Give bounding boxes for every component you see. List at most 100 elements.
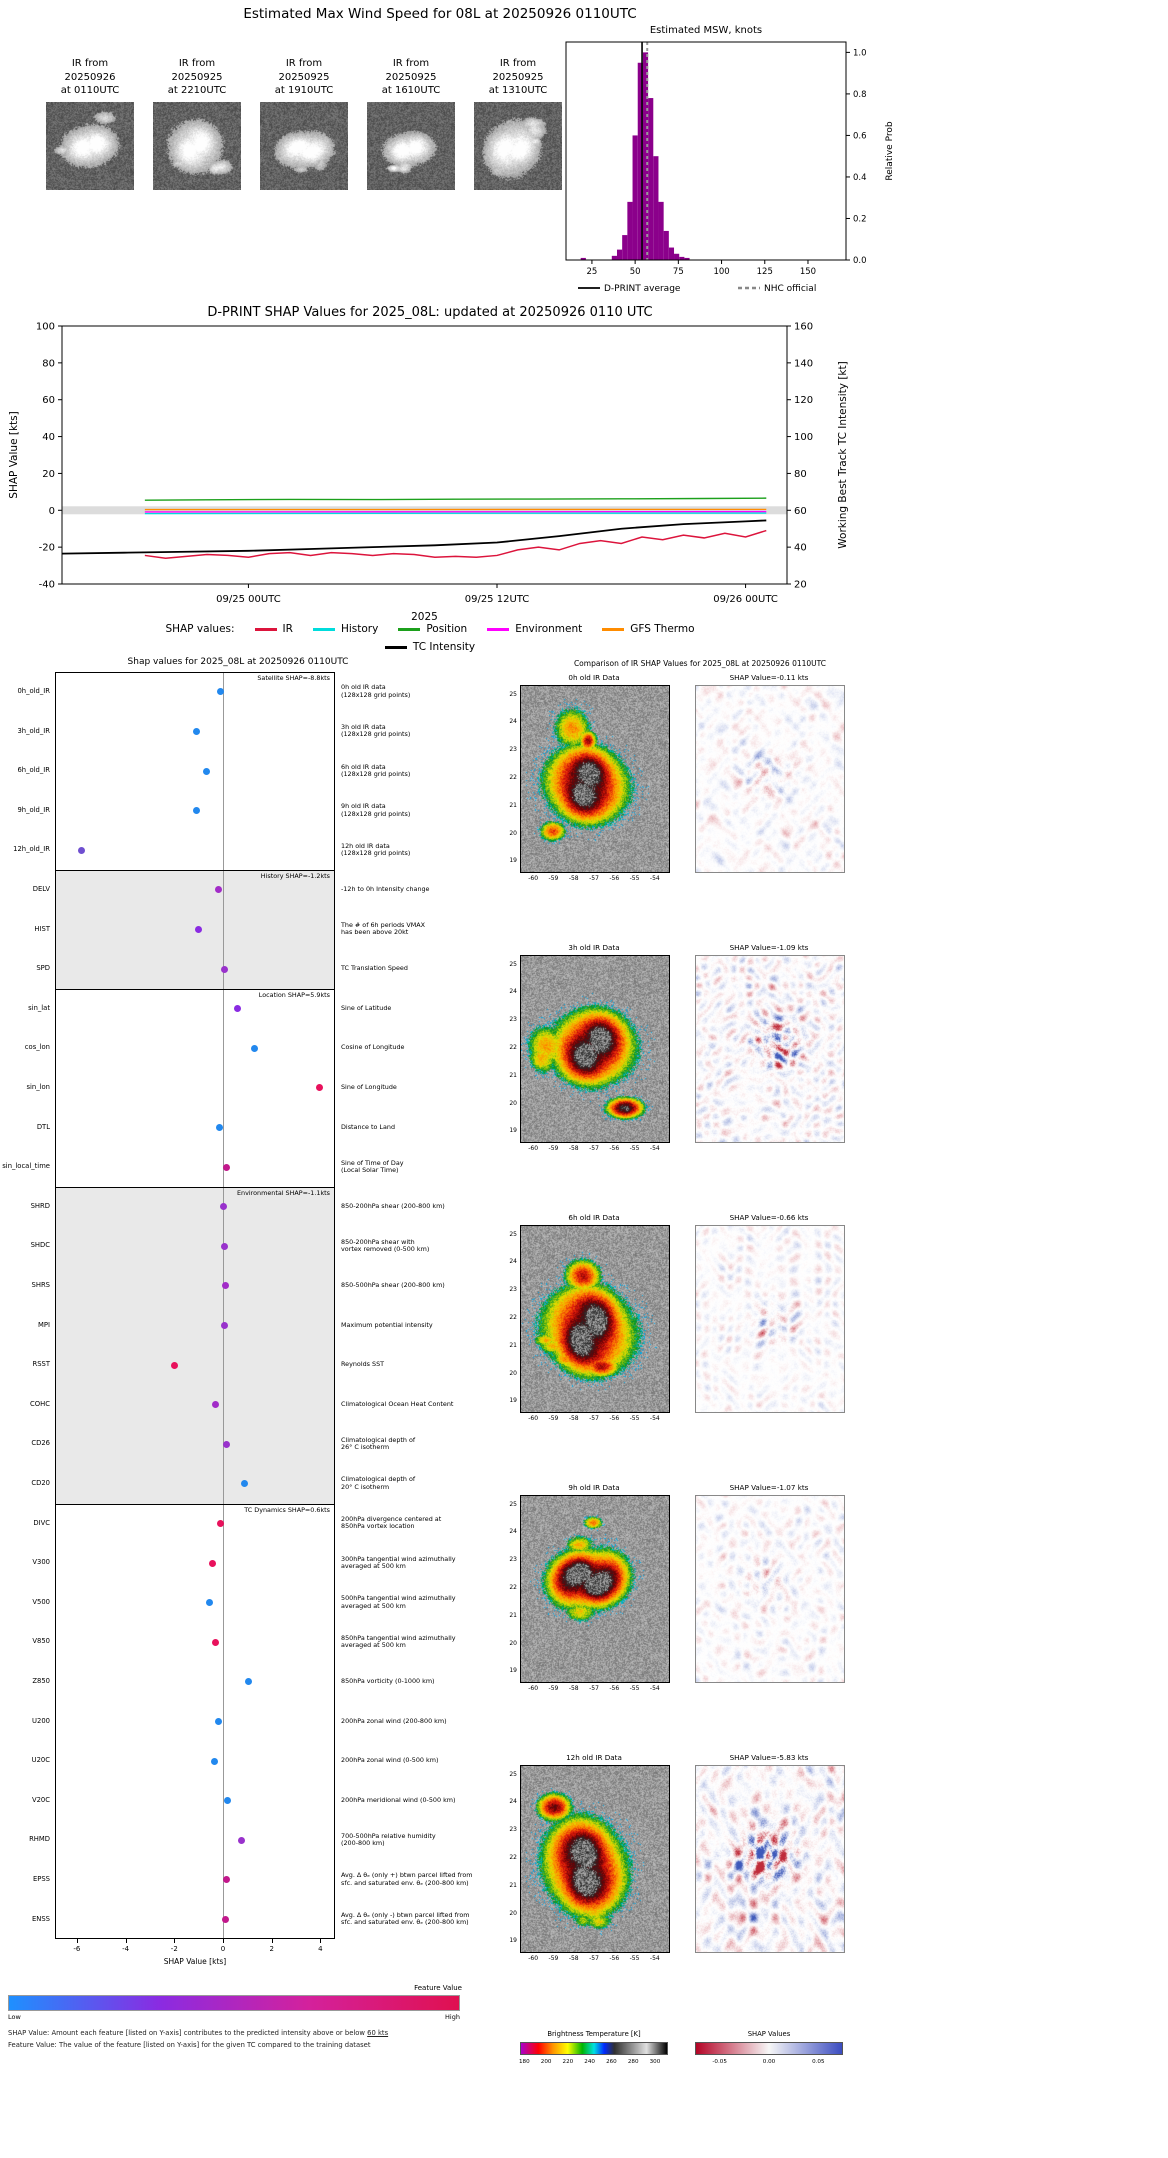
map-x-tick-label: -55 bbox=[629, 875, 640, 882]
shap-dot-Z850 bbox=[245, 1678, 253, 1686]
ir-map-image-1 bbox=[520, 955, 670, 1143]
map-y-tick-label: 22 bbox=[509, 1584, 517, 1591]
shap-dot-V500 bbox=[206, 1599, 214, 1607]
map-x-tick-label: -54 bbox=[649, 1955, 660, 1962]
histogram-bar bbox=[616, 249, 623, 260]
legend-intro: SHAP values: bbox=[165, 623, 235, 635]
map-y-tick-label: 20 bbox=[509, 1099, 517, 1107]
group-separator bbox=[55, 870, 335, 871]
x-tick-label: 150 bbox=[800, 267, 816, 277]
feature-name-V850: V850 bbox=[32, 1637, 50, 1646]
x-tick-label: 09/25 12UTC bbox=[465, 594, 530, 605]
map-x-tick-label: -60 bbox=[528, 1415, 539, 1422]
bt-colorbar-tick: 260 bbox=[606, 2059, 617, 2065]
timeseries-legend: SHAP values: IR History Position Environment… bbox=[0, 620, 860, 656]
legend-label: IR bbox=[282, 623, 293, 635]
x-tick-label: 100 bbox=[713, 267, 729, 277]
shap-dot-sin_lat bbox=[234, 1005, 242, 1013]
feature-description: Reynolds SST bbox=[341, 1360, 385, 1369]
shap-dot-CD26 bbox=[223, 1440, 231, 1448]
legend-label: GFS Thermo bbox=[630, 623, 695, 635]
footnote-shap-value: SHAP Value: Amount each feature [listed … bbox=[8, 2029, 388, 2037]
dotplot-frame bbox=[55, 672, 335, 1940]
map-y-tick-label: 22 bbox=[509, 1314, 517, 1321]
map-y-tick-label: 22 bbox=[509, 774, 517, 781]
left-y-tick-label: -40 bbox=[39, 580, 55, 591]
timeseries-left-ylabel: SHAP Value [kts] bbox=[8, 411, 20, 498]
shap-dot-SHRS bbox=[221, 1282, 229, 1290]
map-x-tick-label: -54 bbox=[649, 1415, 660, 1422]
ir-thumbnail-label-0: IR from 20250926 at 0110UTC bbox=[37, 57, 143, 98]
histogram-bar bbox=[658, 201, 664, 260]
histogram-bar bbox=[580, 257, 586, 260]
histogram-bar bbox=[684, 257, 690, 260]
x-tick-label: 25 bbox=[587, 267, 598, 277]
legend-swatch bbox=[312, 627, 335, 631]
map-y-tick-label: 19 bbox=[509, 857, 517, 865]
feature-name-sin_lat: sin_lat bbox=[28, 1003, 50, 1012]
ir-thumbnail-label-line: at 0110UTC bbox=[60, 85, 120, 96]
shap-dot-COHC bbox=[212, 1401, 220, 1409]
x-tick bbox=[174, 1939, 176, 1944]
left-y-tick-label: 80 bbox=[42, 358, 55, 369]
map-y-tick-label: 24 bbox=[509, 1528, 517, 1536]
x-tick-label: -4 bbox=[122, 1945, 130, 1954]
map-y-tick-label: 23 bbox=[509, 1826, 517, 1834]
ir-thumbnail-label-line: 20250926 bbox=[64, 71, 116, 83]
feature-name-EPSS: EPSS bbox=[32, 1875, 50, 1883]
map-x-tick-label: -58 bbox=[568, 1145, 579, 1152]
shap-map-title-1: SHAP Value=-1.09 kts bbox=[729, 943, 809, 952]
map-y-tick-label: 23 bbox=[509, 1286, 517, 1294]
map-y-tick-label: 19 bbox=[509, 1667, 517, 1675]
x-tick-label: 4 bbox=[318, 1945, 323, 1954]
right-y-tick-label: 160 bbox=[794, 322, 813, 333]
ir-map-image-0 bbox=[520, 685, 670, 873]
x-tick-label: 2 bbox=[269, 1945, 274, 1954]
ir-thumbnail-label-1: IR from 20250925 at 2210UTC bbox=[144, 57, 250, 98]
map-x-tick-label: -56 bbox=[609, 1415, 620, 1422]
zero-band bbox=[62, 506, 787, 515]
shap-dotplot: Satellite SHAP=-8.8kts 0h_old_IR 0h old IR… bbox=[0, 672, 478, 1977]
x-tick-label: 0 bbox=[220, 1945, 226, 1954]
map-y-tick-label: 24 bbox=[509, 1798, 517, 1806]
feature-name-SPD: SPD bbox=[36, 964, 50, 973]
shap-dot-sin_local_time bbox=[223, 1163, 231, 1171]
series-position bbox=[144, 497, 767, 501]
map-y-tick-label: 23 bbox=[509, 746, 517, 754]
map-x-tick-label: -55 bbox=[629, 1685, 640, 1692]
feature-name-sin_lon: sin_lon bbox=[26, 1083, 51, 1091]
shap-dot-SHDC bbox=[220, 1242, 228, 1250]
y-tick-label: 0.8 bbox=[853, 90, 867, 100]
feature-name-CD20: CD20 bbox=[31, 1479, 50, 1487]
left-y-tick-label: 40 bbox=[42, 432, 55, 443]
shap-dot-U20C bbox=[210, 1757, 218, 1765]
feature-description: 300hPa tangential wind azimuthally avera… bbox=[341, 1554, 456, 1570]
group-separator bbox=[55, 1186, 335, 1188]
feature-name-RSST: RSST bbox=[32, 1360, 50, 1369]
map-y-tick-label: 25 bbox=[509, 690, 517, 698]
shap-map-image-0 bbox=[695, 685, 845, 873]
bt-colorbar-tick: 280 bbox=[627, 2059, 639, 2065]
feature-description: 700-500hPa relative humidity (200-800 km… bbox=[341, 1831, 436, 1848]
feature-description: Climatological depth of 20° C isotherm bbox=[341, 1475, 416, 1491]
histogram-ylabel: Relative Prob bbox=[885, 121, 895, 180]
map-y-tick-label: 19 bbox=[509, 1937, 517, 1945]
map-y-tick-label: 20 bbox=[509, 1909, 517, 1917]
map-y-tick-label: 23 bbox=[509, 1016, 517, 1024]
map-x-tick-label: -59 bbox=[548, 1685, 559, 1692]
map-x-tick-label: -54 bbox=[649, 875, 660, 882]
shap-colorbar-tick: 0.00 bbox=[762, 2059, 776, 2065]
ir-thumbnail-label-line: IR from bbox=[71, 58, 109, 69]
legend-item-position: Position bbox=[398, 623, 467, 635]
right-y-tick-label: 80 bbox=[794, 469, 807, 480]
ir-map-image-2 bbox=[520, 1225, 670, 1413]
shap-map-title-2: SHAP Value=-0.66 kts bbox=[729, 1213, 809, 1222]
timeseries-xlabel: 2025 bbox=[411, 611, 438, 623]
shap-dot-0h_old_IR bbox=[216, 688, 224, 696]
feature-description: 850-500hPa shear (200-800 km) bbox=[341, 1281, 445, 1290]
ir-thumbnail-label-line: 20250925 bbox=[171, 71, 223, 83]
shap-dot-ENSS bbox=[221, 1915, 229, 1923]
timeseries-right-ylabel: Working Best Track TC Intensity [kt] bbox=[837, 361, 849, 548]
x-tick-label: 75 bbox=[673, 267, 684, 277]
map-x-tick-label: -56 bbox=[609, 1145, 620, 1152]
